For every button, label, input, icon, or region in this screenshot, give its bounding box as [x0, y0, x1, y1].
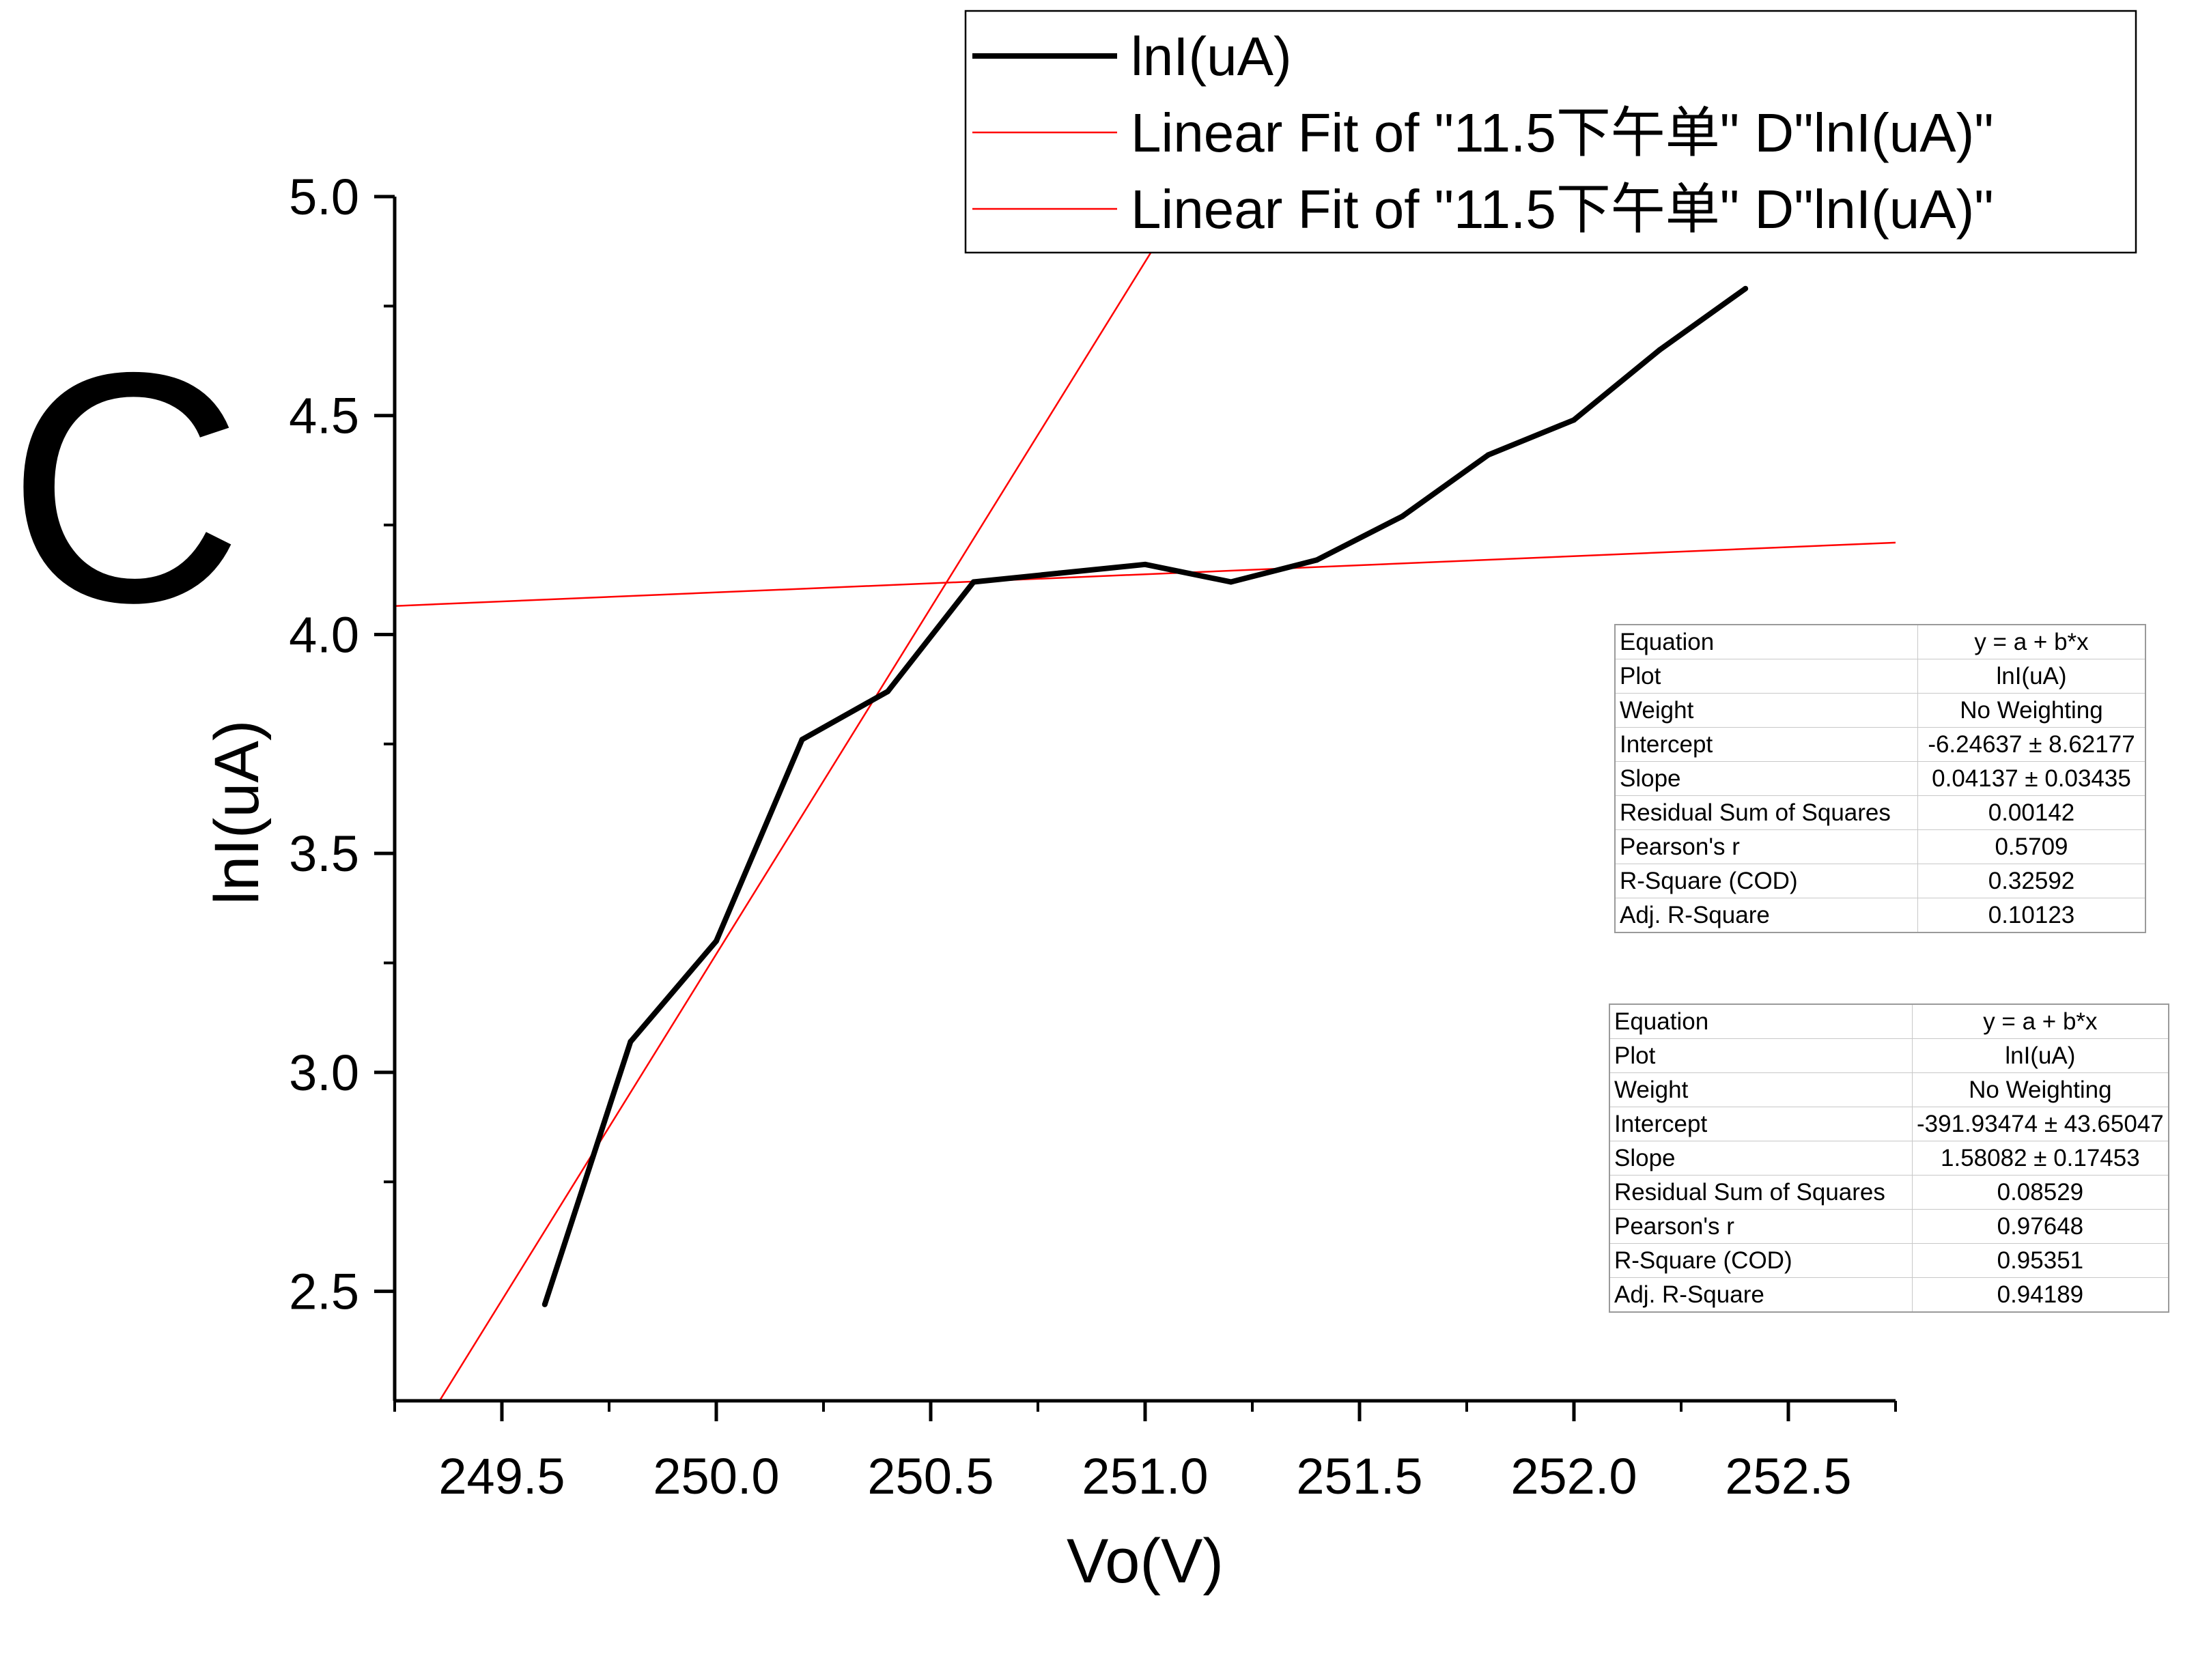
- fit-stats-value: y = a + b*x: [1911, 1003, 2169, 1039]
- fit-stats-key: Slope: [1609, 1141, 1913, 1176]
- fit-stats-value: -6.24637 ± 8.62177: [1917, 727, 2146, 762]
- fit-stats-value: y = a + b*x: [1917, 624, 2146, 659]
- legend-box: [964, 10, 2137, 254]
- data-point-15: [1743, 285, 1749, 291]
- data-point-14: [1657, 347, 1663, 353]
- fit-stats-row: Plot lnI(uA): [1609, 1038, 2169, 1073]
- fit-stats-value: 0.08529: [1911, 1175, 2169, 1210]
- fit-stats-key: Pearson's r: [1614, 829, 1918, 864]
- fit-stats-row: Intercept -6.24637 ± 8.62177: [1614, 727, 2146, 762]
- fit-stats-key: Weight: [1609, 1072, 1913, 1107]
- fit-stats-value: 0.32592: [1917, 864, 2146, 898]
- fit-line-1: [395, 541, 1896, 607]
- data-point-8: [1142, 561, 1148, 567]
- fit-stats-value: 0.00142: [1917, 795, 2146, 830]
- fit-stats-key: Weight: [1614, 693, 1918, 728]
- fit-stats-key: Intercept: [1609, 1107, 1913, 1141]
- fit-stats-value: lnI(uA): [1917, 659, 2146, 694]
- y-tick-label: 4.5: [289, 388, 359, 444]
- fit-stats-value: 0.10123: [1917, 898, 2146, 933]
- legend: lnI(uA) Linear Fit of "11.5下午单" D"lnI(uA)…: [964, 10, 2137, 254]
- fit-stats-value: 0.5709: [1917, 829, 2146, 864]
- data-point-2: [628, 1039, 634, 1045]
- x-axis-title: Vo(V): [1067, 1526, 1224, 1596]
- fit-stats-value: No Weighting: [1911, 1072, 2169, 1107]
- y-tick-label: 2.5: [289, 1264, 359, 1320]
- y-tick-label: 5.0: [289, 169, 359, 225]
- fit-stats-value: 0.97648: [1911, 1209, 2169, 1244]
- fit-stats-key: Intercept: [1614, 727, 1918, 762]
- fit-stats-row: Adj. R-Square 0.94189: [1609, 1277, 2169, 1313]
- data-point-6: [970, 579, 976, 585]
- fit-stats-value: -391.93474 ± 43.65047: [1911, 1107, 2169, 1141]
- y-tick-label: 3.0: [289, 1044, 359, 1101]
- fit-stats-value: lnI(uA): [1911, 1038, 2169, 1073]
- fit-stats-row: Residual Sum of Squares 0.08529: [1609, 1175, 2169, 1210]
- fit-stats-row: Adj. R-Square 0.10123: [1614, 898, 2146, 933]
- data-point-9: [1228, 579, 1234, 585]
- fit-stats-key: R-Square (COD): [1609, 1243, 1913, 1278]
- fit-stats-key: Pearson's r: [1609, 1209, 1913, 1244]
- legend-label: Linear Fit of "11.5下午单" D"lnI(uA)": [1131, 102, 1994, 163]
- x-tick-label: 251.0: [1082, 1448, 1208, 1505]
- fit-stats-row: Pearson's r 0.97648: [1609, 1209, 2169, 1244]
- data-point-1: [541, 1301, 548, 1307]
- y-tick-label: 4.0: [289, 606, 359, 663]
- fit-stats-key: Plot: [1609, 1038, 1913, 1073]
- x-tick-label: 252.5: [1725, 1448, 1851, 1505]
- fit-stats-row: R-Square (COD) 0.95351: [1609, 1243, 2169, 1278]
- fit-stats-row: Equation y = a + b*x: [1609, 1003, 2169, 1039]
- fit-stats-value: No Weighting: [1917, 693, 2146, 728]
- fit-stats-table-2: Equation y = a + b*x Plot lnI(uA) Weight No W…: [1609, 1003, 2169, 1313]
- fit-stats-key: Slope: [1614, 761, 1918, 796]
- x-tick-label: 252.0: [1510, 1448, 1637, 1505]
- legend-label: lnI(uA): [1131, 26, 1292, 87]
- fit-stats-row: R-Square (COD) 0.32592: [1614, 864, 2146, 898]
- fit-stats-row: Equation y = a + b*x: [1614, 624, 2146, 659]
- fit-stats-row: Intercept -391.93474 ± 43.65047: [1609, 1107, 2169, 1141]
- fit-stats-key: Equation: [1609, 1003, 1913, 1039]
- x-tick-label: 249.5: [438, 1448, 565, 1505]
- y-axis-title: lnI(uA): [202, 720, 272, 905]
- y-tick-label: 3.5: [289, 825, 359, 882]
- x-tick-label: 250.0: [653, 1448, 779, 1505]
- panel-label: C: [7, 304, 244, 670]
- fit-stats-row: Weight No Weighting: [1609, 1072, 2169, 1107]
- data-point-10: [1314, 557, 1320, 563]
- legend-label: Linear Fit of "11.5下午单" D"lnI(uA)": [1131, 179, 1994, 240]
- data-point-12: [1485, 452, 1491, 458]
- fit-stats-value: 1.58082 ± 0.17453: [1911, 1141, 2169, 1176]
- fit-stats-row: Plot lnI(uA): [1614, 659, 2146, 694]
- fit-stats-key: Residual Sum of Squares: [1614, 795, 1918, 830]
- fit-stats-row: Slope 1.58082 ± 0.17453: [1609, 1141, 2169, 1176]
- data-point-13: [1571, 417, 1577, 423]
- data-point-3: [714, 938, 719, 944]
- fit-stats-key: Residual Sum of Squares: [1609, 1175, 1913, 1210]
- data-point-7: [1056, 570, 1062, 576]
- fit-stats-key: Adj. R-Square: [1609, 1277, 1913, 1313]
- fit-stats-row: Weight No Weighting: [1614, 693, 2146, 728]
- series-line-1: [541, 286, 1747, 1306]
- fit-stats-value: 0.94189: [1911, 1277, 2169, 1313]
- x-tick-label: 251.5: [1296, 1448, 1422, 1505]
- fit-stats-row: Pearson's r 0.5709: [1614, 829, 2146, 864]
- fit-stats-key: R-Square (COD): [1614, 864, 1918, 898]
- fit-stats-table-1: Equation y = a + b*x Plot lnI(uA) Weight No W…: [1614, 624, 2146, 933]
- fit-line-2: [438, 169, 1204, 1401]
- fit-stats-key: Equation: [1614, 624, 1918, 659]
- fit-stats-row: Slope 0.04137 ± 0.03435: [1614, 761, 2146, 796]
- fit-stats-value: 0.04137 ± 0.03435: [1917, 761, 2146, 796]
- x-tick-label: 250.5: [867, 1448, 994, 1505]
- fit-stats-key: Plot: [1614, 659, 1918, 694]
- fit-stats-key: Adj. R-Square: [1614, 898, 1918, 933]
- fit-stats-row: Residual Sum of Squares 0.00142: [1614, 795, 2146, 830]
- data-point-4: [799, 737, 805, 743]
- data-point-11: [1399, 513, 1405, 519]
- data-point-5: [885, 688, 891, 694]
- fit-stats-value: 0.95351: [1911, 1243, 2169, 1278]
